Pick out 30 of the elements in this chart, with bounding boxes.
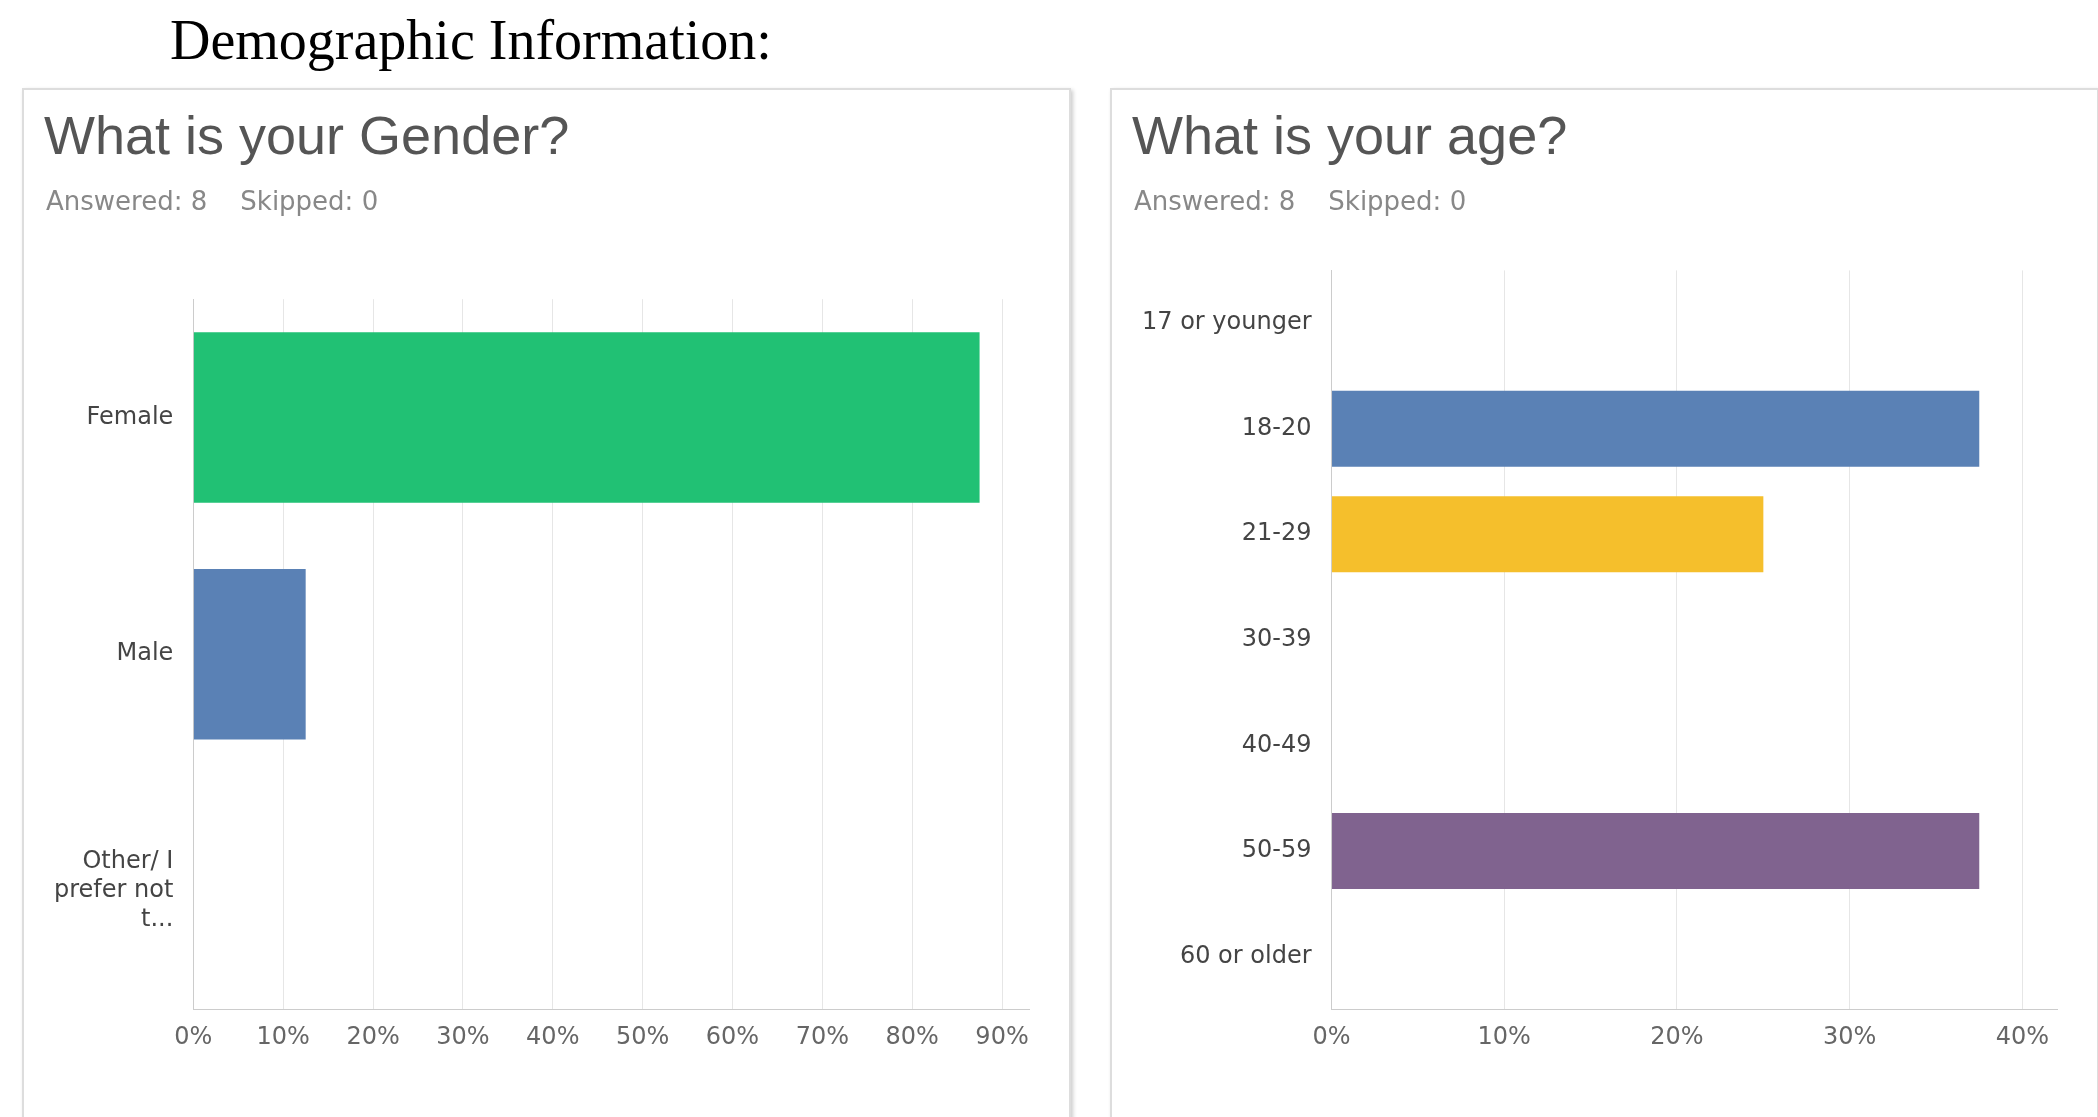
- text: Demographic Information:: [170, 8, 772, 72]
- x-tick-label: 10%: [256, 1021, 310, 1050]
- y-tick-label: Male: [116, 638, 174, 667]
- x-tick-label: 90%: [975, 1021, 1029, 1050]
- y-tick-label: 60 or older: [1179, 940, 1312, 969]
- y-tick-label: Female: [86, 401, 174, 430]
- chart-title: What is your Gender?: [44, 104, 571, 166]
- x-tick-label: 40%: [1995, 1021, 2050, 1050]
- y-tick-label: 30-39: [1241, 624, 1312, 653]
- chart-subtitle: Answered: 8 Skipped: 0: [1134, 186, 1468, 216]
- x-tick-label: 20%: [346, 1021, 400, 1050]
- x-tick-label: 80%: [885, 1021, 939, 1050]
- y-tick-label: 50-59: [1241, 835, 1312, 864]
- x-tick-label: 0%: [1312, 1021, 1351, 1050]
- y-tick-label: 21-29: [1241, 518, 1312, 547]
- chart-title: What is your age?: [1132, 104, 1569, 166]
- y-tick-label: 18-20: [1241, 412, 1312, 441]
- x-tick-label: 60%: [705, 1021, 760, 1050]
- x-tick-label: 40%: [526, 1021, 580, 1050]
- x-tick-label: 30%: [436, 1021, 490, 1050]
- y-tick-label: 40-49: [1241, 729, 1312, 758]
- y-tick-label: Other/ I prefer not t...: [54, 846, 174, 932]
- x-tick-label: 70%: [795, 1021, 850, 1050]
- x-tick-label: 30%: [1823, 1021, 1877, 1050]
- x-tick-label: 0%: [174, 1021, 213, 1050]
- x-tick-label: 10%: [1477, 1021, 1531, 1050]
- x-tick-label: 50%: [615, 1021, 670, 1050]
- x-tick-label: 20%: [1650, 1021, 1704, 1050]
- chart-subtitle: Answered: 8 Skipped: 0: [46, 186, 380, 216]
- y-tick-label: 17 or younger: [1141, 307, 1312, 336]
